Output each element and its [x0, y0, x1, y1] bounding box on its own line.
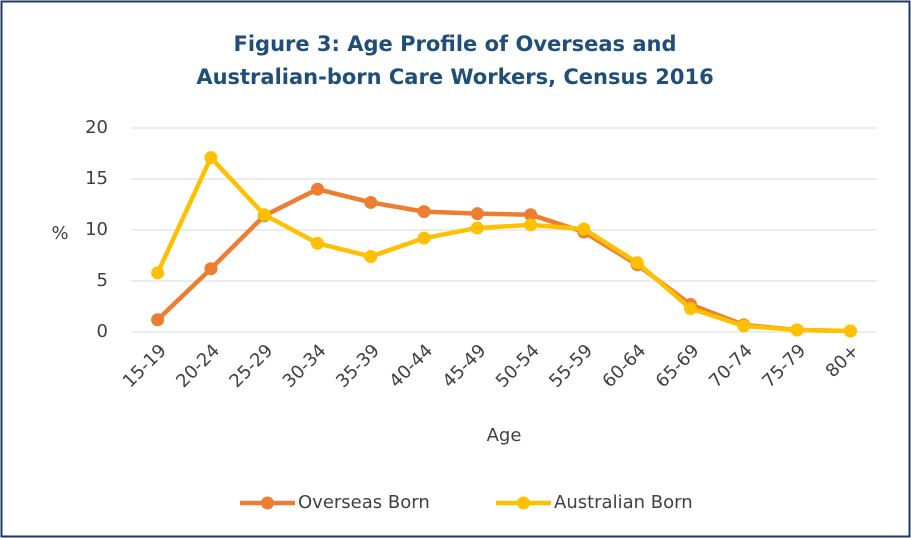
legend-label: Overseas Born [298, 492, 430, 513]
x-axis-label: Age [487, 425, 522, 446]
y-axis-label: % [51, 223, 68, 244]
y-tick-label: 10 [85, 219, 108, 240]
legend-label: Australian Born [554, 492, 693, 513]
series-marker [630, 256, 644, 270]
series-marker [204, 151, 218, 165]
series-marker [364, 250, 378, 264]
series-marker [417, 231, 431, 245]
legend-marker [517, 496, 530, 510]
series-marker [311, 236, 324, 250]
series-marker [524, 218, 538, 232]
series-marker [524, 208, 538, 222]
series-marker [311, 182, 324, 196]
series-marker [364, 195, 378, 209]
series-marker [577, 222, 591, 236]
y-tick-label: 20 [85, 117, 108, 138]
series-marker [151, 313, 165, 327]
series-marker [684, 302, 697, 316]
y-tick-label: 0 [97, 321, 108, 342]
series-marker [843, 324, 857, 338]
chart-title: Figure 3: Age Profile of Overseas and Au… [196, 32, 714, 89]
series-marker [790, 323, 804, 337]
y-tick-label: 15 [85, 168, 108, 189]
series-marker [737, 319, 751, 333]
series-line [155, 155, 851, 334]
series-marker [470, 221, 484, 235]
y-tick-label: 5 [97, 270, 108, 291]
series-marker [257, 208, 271, 222]
series-marker [417, 205, 431, 219]
series-marker [470, 207, 484, 221]
series-marker [204, 262, 218, 276]
legend-marker [261, 496, 274, 510]
series-marker [151, 266, 165, 280]
